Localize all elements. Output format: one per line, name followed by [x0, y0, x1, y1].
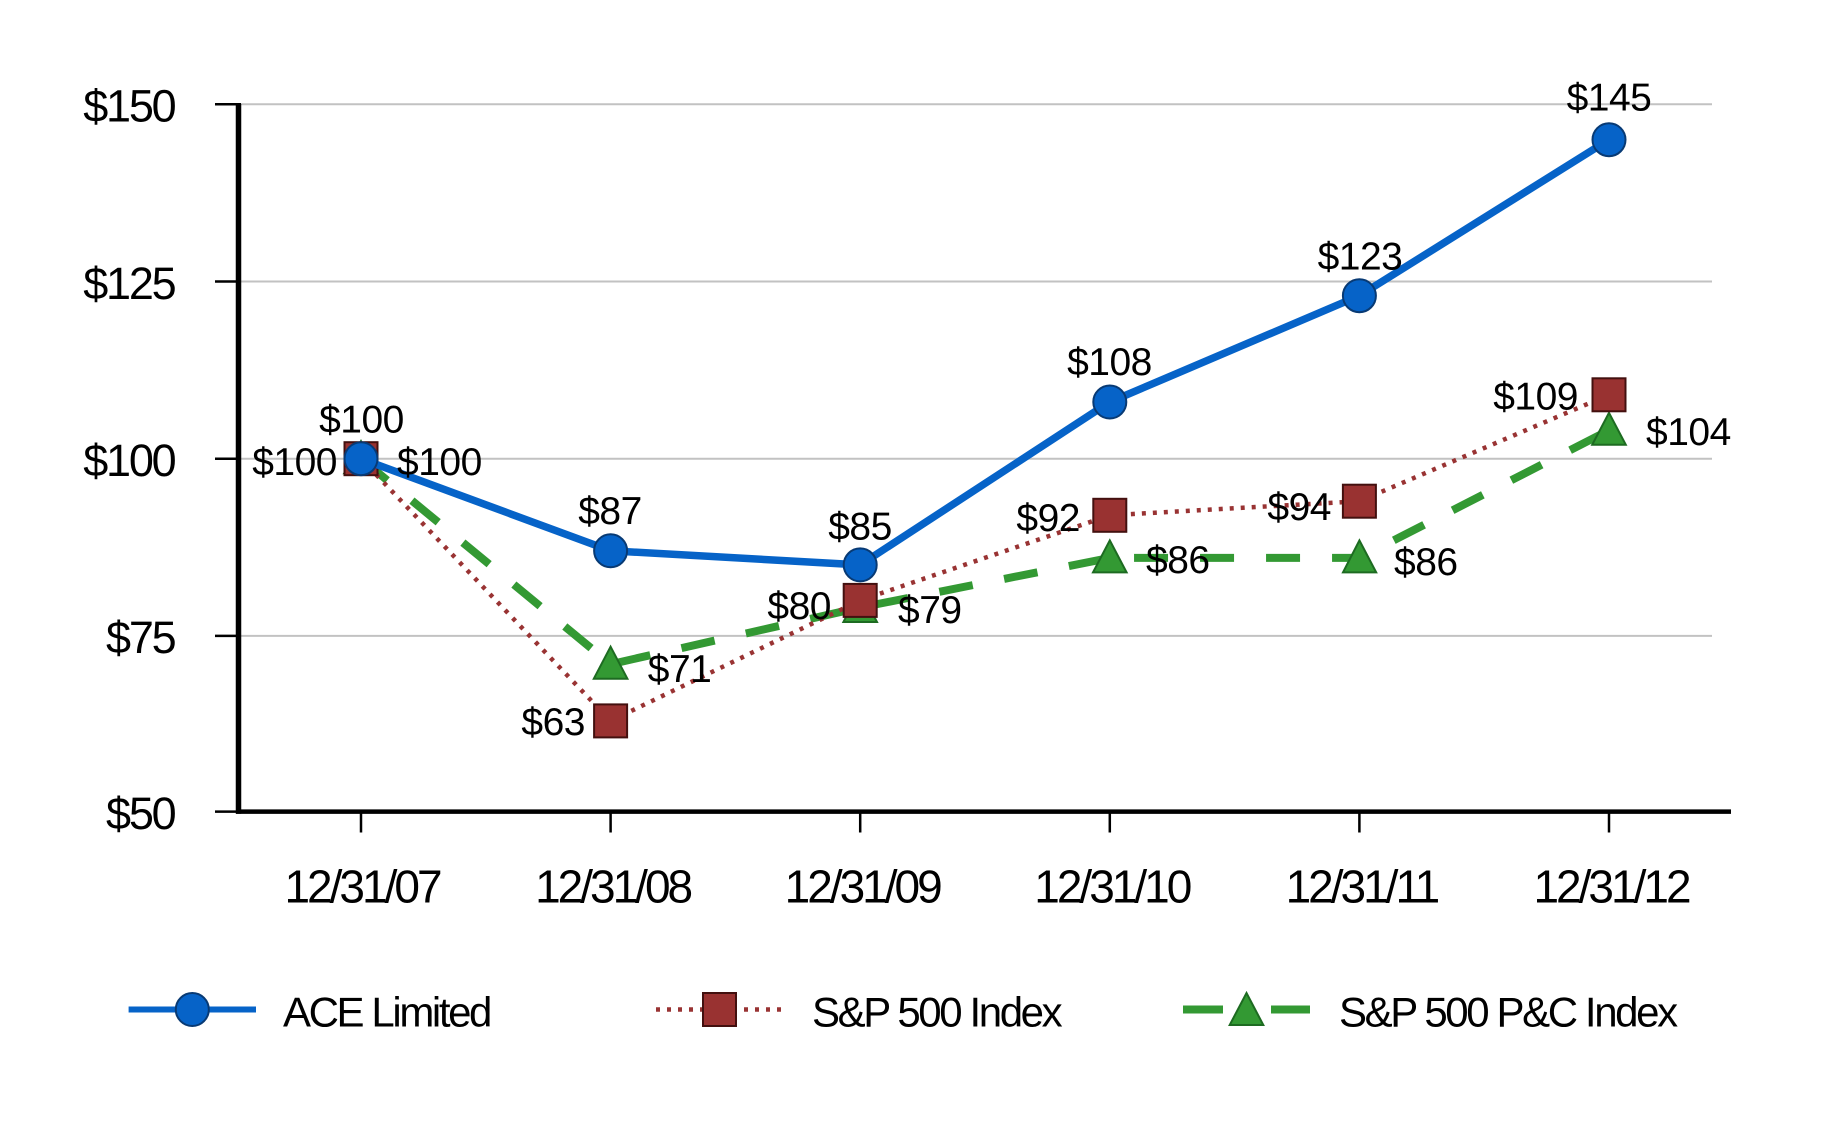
svg-text:$85: $85 — [828, 505, 892, 548]
svg-text:$80: $80 — [767, 585, 831, 628]
svg-text:$100: $100 — [83, 435, 175, 486]
svg-text:$100: $100 — [252, 441, 337, 484]
svg-text:$123: $123 — [1318, 235, 1403, 278]
svg-text:$63: $63 — [521, 701, 585, 744]
svg-text:$145: $145 — [1567, 77, 1652, 120]
svg-text:$150: $150 — [83, 81, 175, 132]
svg-text:$100: $100 — [397, 441, 482, 484]
svg-text:$87: $87 — [578, 490, 642, 533]
svg-text:$86: $86 — [1394, 541, 1458, 584]
svg-text:S&P 500 Index: S&P 500 Index — [812, 989, 1063, 1036]
svg-text:$94: $94 — [1267, 486, 1331, 529]
svg-text:12/31/07: 12/31/07 — [284, 861, 440, 913]
svg-text:$92: $92 — [1016, 497, 1080, 540]
svg-text:12/31/11: 12/31/11 — [1286, 861, 1439, 913]
svg-text:12/31/09: 12/31/09 — [785, 861, 941, 913]
svg-text:$71: $71 — [648, 648, 712, 691]
svg-text:$75: $75 — [106, 612, 176, 663]
svg-text:S&P 500 P&C Index: S&P 500 P&C Index — [1339, 989, 1678, 1036]
svg-text:$86: $86 — [1146, 539, 1210, 582]
svg-text:$108: $108 — [1067, 341, 1152, 384]
svg-text:12/31/12: 12/31/12 — [1533, 861, 1689, 913]
svg-text:$79: $79 — [898, 589, 962, 632]
svg-text:$104: $104 — [1646, 411, 1731, 454]
svg-text:$125: $125 — [83, 258, 175, 309]
svg-text:$50: $50 — [106, 788, 176, 839]
svg-text:12/31/10: 12/31/10 — [1034, 861, 1190, 913]
svg-text:$109: $109 — [1493, 376, 1578, 419]
svg-text:$100: $100 — [319, 399, 404, 442]
svg-text:ACE Limited: ACE Limited — [283, 989, 490, 1036]
svg-text:12/31/08: 12/31/08 — [535, 861, 691, 913]
